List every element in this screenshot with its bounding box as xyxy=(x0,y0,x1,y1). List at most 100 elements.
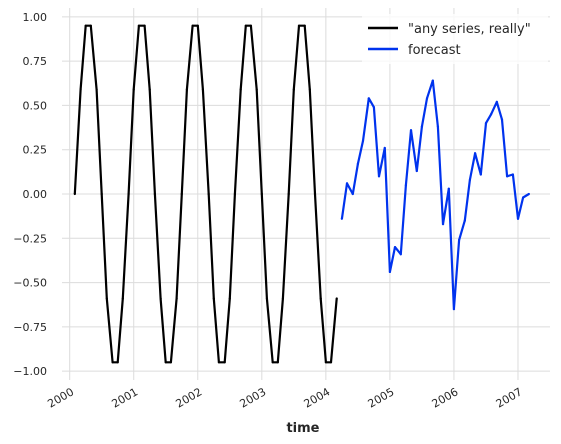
series-0-point xyxy=(228,297,231,300)
series-0-point xyxy=(111,361,114,364)
series-line-1 xyxy=(340,79,530,311)
series-0-point xyxy=(180,192,183,196)
series-1-point xyxy=(388,270,391,274)
series-1-point xyxy=(468,178,472,181)
series-0-point xyxy=(297,24,301,27)
series-1-point xyxy=(489,113,493,116)
x-tick-label: 2001 xyxy=(109,385,140,410)
series-1-point xyxy=(441,223,445,226)
series-1-point xyxy=(345,182,349,185)
series-0-point xyxy=(196,24,199,27)
series-1-point xyxy=(452,308,456,311)
series-0-point xyxy=(324,361,327,364)
y-tick-label: −0.75 xyxy=(13,321,47,334)
series-0-point xyxy=(233,192,237,196)
series-0-point xyxy=(79,88,82,91)
x-tick-label: 2002 xyxy=(174,385,205,410)
y-tick-label: 0.75 xyxy=(23,55,48,68)
series-1-point xyxy=(511,173,514,176)
series-1-point xyxy=(500,118,504,121)
series-0-point xyxy=(265,297,269,300)
series-1-point xyxy=(415,169,418,173)
series-0-point xyxy=(271,361,274,364)
series-1-point xyxy=(425,97,429,100)
series-0-point xyxy=(105,297,108,300)
series-0-point xyxy=(244,24,247,27)
series-0-point xyxy=(95,88,98,91)
series-0-point xyxy=(121,297,124,300)
series-0-point xyxy=(89,24,92,27)
x-axis-title: time xyxy=(286,421,319,436)
series-0-point xyxy=(143,24,146,27)
series-0-point xyxy=(185,88,188,91)
series-0-point xyxy=(255,88,258,91)
x-tick-label: 2004 xyxy=(302,385,333,410)
series-1-point xyxy=(340,217,343,220)
series-0-point xyxy=(308,88,311,91)
legend-background xyxy=(362,14,548,64)
x-tick-label: 2000 xyxy=(45,385,76,410)
series-0-point xyxy=(159,297,162,300)
series-1-point xyxy=(393,246,397,249)
y-tick-label: 0.00 xyxy=(23,188,48,201)
legend: "any series, really" forecast xyxy=(362,14,548,64)
series-1-point xyxy=(383,146,386,150)
series-1-point xyxy=(399,253,402,256)
series-0-point xyxy=(73,192,76,196)
series-1-point xyxy=(420,125,424,128)
series-0-point xyxy=(116,361,119,364)
series-0-point xyxy=(132,88,135,91)
series-1-point xyxy=(351,192,354,196)
series-0-point xyxy=(223,361,226,364)
series-0-point xyxy=(239,88,242,91)
series-0-point xyxy=(191,24,194,27)
series-0-point xyxy=(201,88,204,91)
series-1-point xyxy=(367,97,370,100)
series-1-point xyxy=(522,196,525,199)
series-0-point xyxy=(313,192,317,196)
series-1-point xyxy=(457,238,461,242)
series-1-point xyxy=(436,125,440,128)
axes: 1.00 0.75 0.50 0.25 0.00 −0.25 −0.50 −0.75 −1.00… xyxy=(13,11,524,411)
series-0-point xyxy=(164,361,167,364)
series-1-point xyxy=(473,152,477,155)
series-1-point xyxy=(479,173,482,176)
series-0-point xyxy=(137,24,140,27)
series-0-point xyxy=(319,297,322,300)
series-0-point xyxy=(84,24,87,27)
y-tick-label: −1.00 xyxy=(13,365,47,378)
x-tick-label: 2007 xyxy=(494,385,525,410)
x-tick-label: 2003 xyxy=(238,385,269,410)
series-1-point xyxy=(484,122,488,125)
series-group xyxy=(73,24,530,364)
series-0-point xyxy=(276,361,279,364)
series-0-point xyxy=(260,192,263,196)
series-1-point xyxy=(495,100,498,103)
series-1-point xyxy=(404,184,408,187)
series-1-point xyxy=(356,162,359,165)
series-0-point xyxy=(329,361,333,364)
series-1-point xyxy=(463,219,466,222)
series-0-point xyxy=(148,88,151,91)
y-tick-label: 0.25 xyxy=(23,144,48,157)
series-1-point xyxy=(527,192,530,196)
series-1-point xyxy=(431,79,434,82)
y-tick-label: 1.00 xyxy=(23,11,48,24)
y-tick-label: −0.50 xyxy=(13,277,47,290)
series-1-point xyxy=(505,175,509,178)
y-tick-label: 0.50 xyxy=(23,99,48,112)
series-0-point xyxy=(303,24,306,27)
series-1-point xyxy=(409,129,413,132)
series-0-point xyxy=(175,297,178,300)
series-0-point xyxy=(212,297,215,300)
series-0-point xyxy=(207,192,210,196)
series-0-point xyxy=(169,361,172,364)
series-1-point xyxy=(447,187,450,190)
series-0-point xyxy=(127,192,130,196)
series-0-point xyxy=(249,24,253,27)
series-0-point xyxy=(335,297,338,300)
x-tick-label: 2006 xyxy=(430,385,461,410)
series-0-point xyxy=(287,192,290,196)
series-1-point xyxy=(377,175,381,178)
legend-label-series-0: "any series, really" xyxy=(408,22,531,37)
